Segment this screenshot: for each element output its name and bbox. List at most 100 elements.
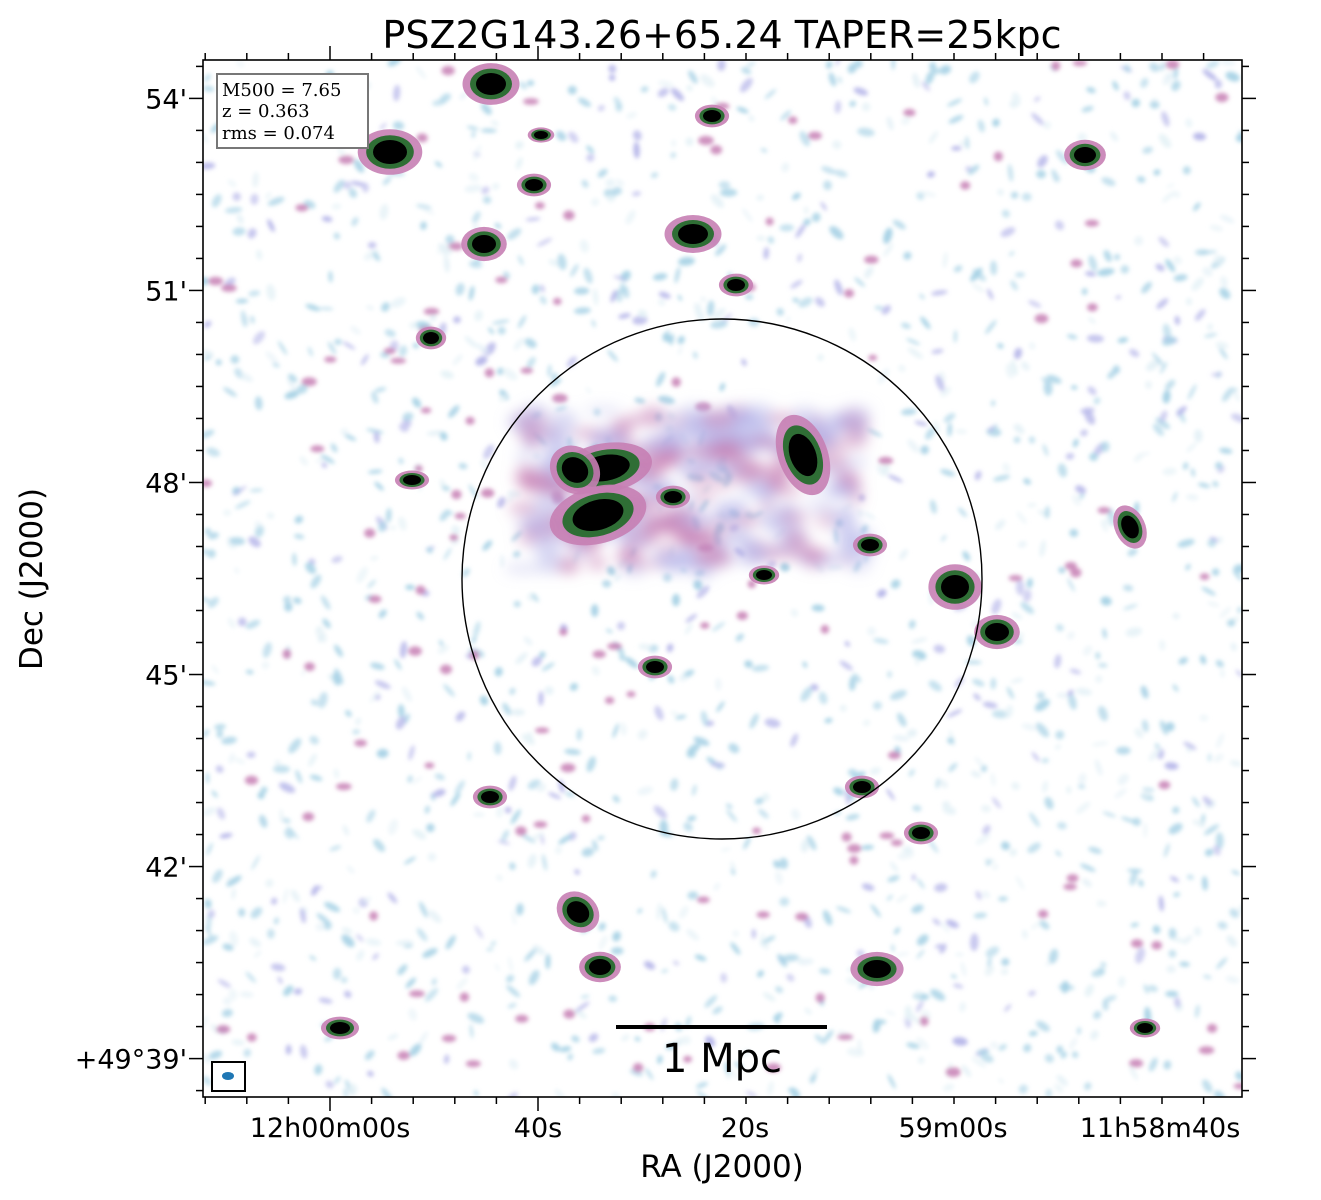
noise-speck — [1027, 842, 1041, 854]
diffuse-patch — [555, 559, 581, 572]
noise-speck — [340, 427, 349, 436]
noise-speck — [605, 628, 613, 634]
noise-peak — [1165, 60, 1180, 70]
noise-speck — [455, 711, 466, 722]
noise-speck — [751, 928, 757, 939]
noise-speck — [492, 183, 500, 190]
noise-speck — [926, 171, 935, 178]
noise-speck — [1148, 747, 1162, 762]
noise-speck — [930, 989, 946, 1001]
noise-speck — [823, 180, 832, 191]
noise-speck — [1159, 62, 1166, 71]
noise-speck — [834, 100, 842, 114]
noise-speck — [912, 72, 920, 89]
source-contour — [863, 960, 891, 978]
noise-speck — [412, 397, 422, 408]
noise-peak — [604, 696, 615, 705]
noise-speck — [431, 978, 437, 986]
noise-peak — [336, 783, 352, 791]
noise-speck — [1166, 965, 1176, 973]
noise-speck — [1013, 436, 1021, 444]
noise-speck — [1191, 277, 1204, 291]
noise-speck — [1023, 1043, 1032, 1053]
noise-speck — [508, 775, 517, 791]
noise-peak — [520, 367, 533, 374]
noise-speck — [906, 1042, 920, 1049]
noise-speck — [305, 303, 321, 312]
noise-speck — [441, 486, 451, 491]
noise-speck — [1122, 584, 1134, 592]
noise-speck — [608, 995, 617, 1002]
noise-peak — [480, 488, 495, 498]
noise-speck — [1220, 669, 1225, 678]
noise-speck — [800, 839, 809, 853]
noise-speck — [1088, 846, 1102, 854]
noise-speck — [1153, 169, 1161, 176]
noise-speck — [456, 977, 468, 990]
noise-speck — [914, 990, 923, 999]
noise-speck — [526, 356, 536, 369]
noise-speck — [1102, 628, 1107, 639]
noise-speck — [1185, 297, 1193, 306]
noise-speck — [1066, 334, 1078, 340]
radio-source — [850, 951, 904, 987]
noise-speck — [321, 216, 333, 222]
noise-speck — [1207, 753, 1212, 762]
noise-speck — [332, 967, 342, 980]
noise-speck — [1168, 949, 1177, 958]
noise-speck — [1166, 183, 1175, 189]
noise-speck — [376, 748, 389, 758]
noise-speck — [503, 271, 511, 279]
noise-speck — [408, 745, 415, 761]
noise-speck — [806, 835, 817, 851]
noise-speck — [494, 667, 503, 677]
noise-peak — [1087, 303, 1098, 312]
noise-speck — [1098, 705, 1108, 722]
noise-speck — [735, 633, 744, 642]
noise-speck — [654, 705, 664, 721]
diffuse-patch — [652, 516, 676, 533]
noise-speck — [1222, 387, 1234, 402]
noise-speck — [792, 297, 800, 303]
noise-speck — [1145, 380, 1152, 389]
noise-speck — [643, 960, 656, 970]
noise-speck — [541, 662, 555, 672]
noise-speck — [1127, 868, 1143, 873]
noise-speck — [576, 728, 583, 741]
noise-speck — [797, 957, 804, 964]
noise-speck — [845, 813, 860, 821]
noise-speck — [325, 1080, 334, 1089]
noise-peak — [244, 775, 259, 785]
noise-speck — [677, 335, 685, 345]
noise-speck — [473, 621, 481, 638]
noise-speck — [1162, 192, 1174, 203]
noise-speck — [1215, 832, 1224, 850]
noise-speck — [704, 995, 718, 1008]
noise-speck — [356, 566, 368, 584]
noise-speck — [499, 394, 507, 402]
source-contour — [941, 575, 969, 599]
noise-speck — [293, 533, 305, 540]
noise-speck — [961, 1064, 972, 1078]
noise-speck — [267, 928, 275, 939]
noise-speck — [606, 566, 616, 576]
noise-speck — [296, 384, 308, 394]
noise-speck — [693, 579, 703, 590]
noise-speck — [916, 934, 929, 946]
noise-speck — [656, 902, 662, 921]
noise-peak — [815, 992, 825, 1003]
noise-speck — [379, 122, 387, 131]
noise-speck — [712, 308, 726, 319]
noise-speck — [226, 875, 242, 887]
noise-speck — [360, 354, 369, 366]
noise-speck — [407, 775, 413, 783]
noise-speck — [1072, 494, 1081, 506]
noise-peak — [495, 276, 508, 284]
y-tick-label: 48' — [145, 468, 187, 499]
noise-speck — [277, 976, 283, 985]
noise-speck — [1016, 678, 1023, 682]
noise-speck — [950, 974, 957, 979]
noise-speck — [1147, 985, 1158, 992]
noise-speck — [464, 335, 477, 348]
noise-peak — [1198, 1046, 1215, 1055]
